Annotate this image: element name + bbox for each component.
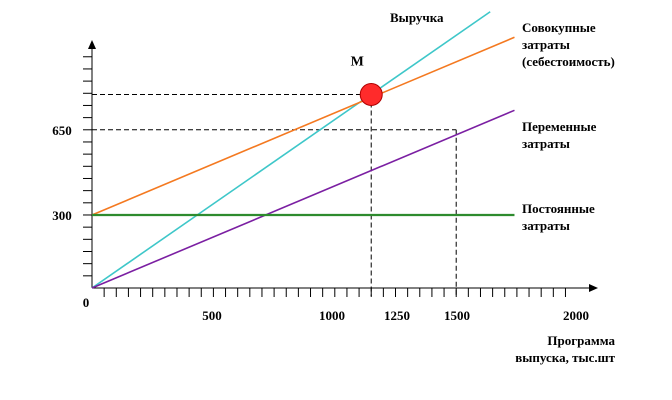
y-axis-arrow	[88, 40, 96, 49]
guide-lines	[92, 93, 457, 296]
x-axis-title: Программа	[547, 333, 615, 348]
series-line-1	[91, 11, 491, 289]
point-m-label: M	[351, 54, 364, 69]
x-tick-label: 1500	[444, 308, 470, 323]
series-line-2	[91, 36, 515, 216]
y-tick-label: 650	[52, 123, 72, 138]
series-name-1: Выручка	[390, 10, 444, 25]
x-axis-title: выпуска, тыс.шт	[515, 350, 615, 365]
labels: M 0 500 1000 1250 1500 2000 300 650 Программа выпу…	[52, 10, 615, 365]
x-tick-label: 2000	[563, 308, 589, 323]
series-name-4: Постоянные	[522, 201, 595, 216]
axes	[83, 40, 598, 297]
x-tick-label: 1000	[319, 308, 345, 323]
series-name-3: затраты	[522, 136, 570, 151]
x-tick-label: 0	[83, 295, 90, 310]
point-m	[359, 82, 383, 106]
series-name-3: Переменные	[522, 119, 597, 134]
series-name-2: (себестоимость)	[522, 54, 615, 69]
x-tick-label: 1250	[384, 308, 410, 323]
y-tick-label: 300	[52, 208, 72, 223]
series-name-2: затраты	[522, 37, 570, 52]
x-tick-label: 500	[202, 308, 222, 323]
series-lines	[91, 11, 515, 289]
series-line-3	[91, 109, 515, 289]
x-axis-arrow	[589, 284, 598, 292]
series-name-4: затраты	[522, 218, 570, 233]
series-name-2: Совокупные	[522, 20, 596, 35]
